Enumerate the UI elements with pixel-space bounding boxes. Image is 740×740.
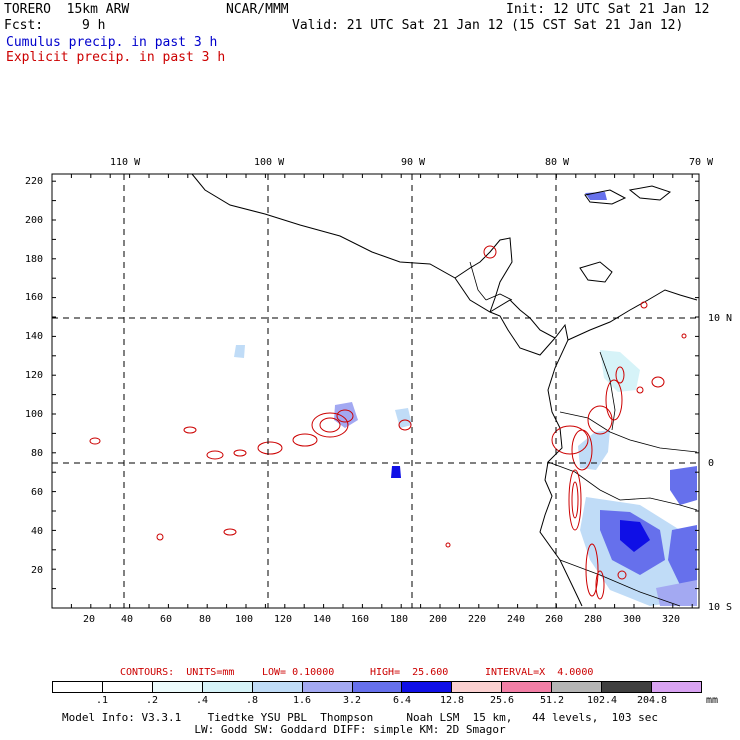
bottom-tick-label: 20 [83,614,96,625]
precip-area-colombia [578,430,610,470]
right-tick-label: 10 N [708,313,733,324]
top-tick-label: 110 W [110,157,141,168]
bottom-tick-label: 140 [313,614,332,625]
caribbean-coast [567,289,698,341]
bottom-tick-label: 320 [662,614,681,625]
lat-lon-grid [52,174,699,608]
bottom-tick-label: 180 [390,614,409,625]
colorbar-swatch [402,682,453,692]
contour-high: HIGH= 25.600 [370,667,449,678]
legend-cumulus: Cumulus precip. in past 3 h [6,35,218,50]
bottom-tick-label: 300 [623,614,642,625]
right-tick-label: 0 [708,458,715,469]
colorbar-unit: mm [705,695,719,706]
colorbar-swatch [53,682,103,692]
colorbar-label: 25.6 [489,695,515,706]
bottom-tick-label: 100 [235,614,254,625]
colorbar-swatch [602,682,653,692]
precip-area-galapagos [391,466,401,478]
coastlines [191,173,698,607]
organization-label: NCAR/MMM [226,2,289,17]
cuba [584,189,627,205]
contour-low: LOW= 0.10000 [262,667,335,678]
left-tick-label: 120 [25,370,44,381]
right-tick-label: 10 S [708,602,733,613]
colorbar-label: 1.6 [292,695,312,706]
precip-area-pacific-3 [234,345,245,358]
colorbar-swatch [302,682,353,692]
left-tick-label: 160 [25,292,44,303]
colorbar-swatch [502,682,553,692]
bottom-tick-label: 120 [274,614,293,625]
bottom-tick-label: 280 [584,614,603,625]
left-tick-label: 40 [31,526,44,537]
precip-area-south [656,580,697,606]
forecast-label: Fcst: [4,18,44,33]
hispaniola [628,185,672,201]
top-tick-label: 70 W [689,157,714,168]
colorbar-label: 3.2 [342,695,362,706]
left-tick-label: 180 [25,254,44,265]
colorbar-label: 6.4 [392,695,412,706]
colorbar-swatch [352,682,403,692]
top-tick-label: 100 W [254,157,285,168]
colorbar-label: .1 [95,695,109,706]
colorbar-label: .8 [245,695,259,706]
model-title: TORERO 15km ARW [4,2,130,17]
top-tick-label: 80 W [545,157,570,168]
jamaica [579,261,613,283]
contour-units: CONTOURS: UNITS=mm [120,667,235,678]
colorbar-swatch [202,682,253,692]
colorbar-label: 102.4 [586,695,618,706]
colorbar-swatch [552,682,603,692]
colorbar-swatch [252,682,303,692]
left-tick-label: 100 [25,409,44,420]
precip-peak-amazon [620,520,650,552]
top-tick-label: 90 W [401,157,426,168]
colorbar-swatch [652,682,701,692]
contour-interval: INTERVAL=X 4.0000 [485,667,594,678]
model-info-line2: LW: Godd SW: Goddard DIFF: simple KM: 2D… [194,723,506,736]
bottom-tick-label: 200 [429,614,448,625]
colorbar-swatch [152,682,203,692]
bottom-tick-label: 220 [468,614,487,625]
colorbar-label: 12.8 [439,695,465,706]
left-tick-label: 60 [31,487,44,498]
axis-ticks [51,174,699,609]
precip-area-east [670,466,697,505]
model-info-line1: Model Info: V3.3.1 Tiedtke YSU PBL Thomp… [61,711,659,724]
colorbar-swatch [102,682,153,692]
bottom-tick-label: 260 [545,614,564,625]
bottom-tick-label: 80 [199,614,212,625]
precip-area-pacific-1 [334,402,358,428]
left-tick-label: 20 [31,565,44,576]
colorbar-label: .4 [195,695,209,706]
colorbar-swatch [452,682,503,692]
bottom-tick-label: 160 [351,614,370,625]
legend-explicit: Explicit precip. in past 3 h [6,50,226,65]
bottom-tick-label: 60 [160,614,173,625]
colorbar-label: .2 [145,695,159,706]
left-tick-label: 140 [25,331,44,342]
left-tick-label: 220 [25,176,44,187]
forecast-hour: 9 h [82,18,106,33]
bottom-tick-label: 40 [121,614,134,625]
colorbar-label: 204.8 [636,695,668,706]
explicit-contours [89,245,687,600]
precip-colorbar [52,681,702,693]
central-america-coast [489,299,556,339]
pacific-coastline [191,173,583,607]
colorbar-label: 51.2 [539,695,565,706]
left-tick-label: 200 [25,215,44,226]
precip-area-southeast [668,525,697,590]
valid-time: Valid: 21 UTC Sat 21 Jan 12 (15 CST Sat … [292,18,684,33]
init-time: Init: 12 UTC Sat 21 Jan 12 [506,2,710,17]
left-tick-label: 80 [31,448,44,459]
bottom-tick-label: 240 [507,614,526,625]
yucatan-coast [454,237,513,313]
